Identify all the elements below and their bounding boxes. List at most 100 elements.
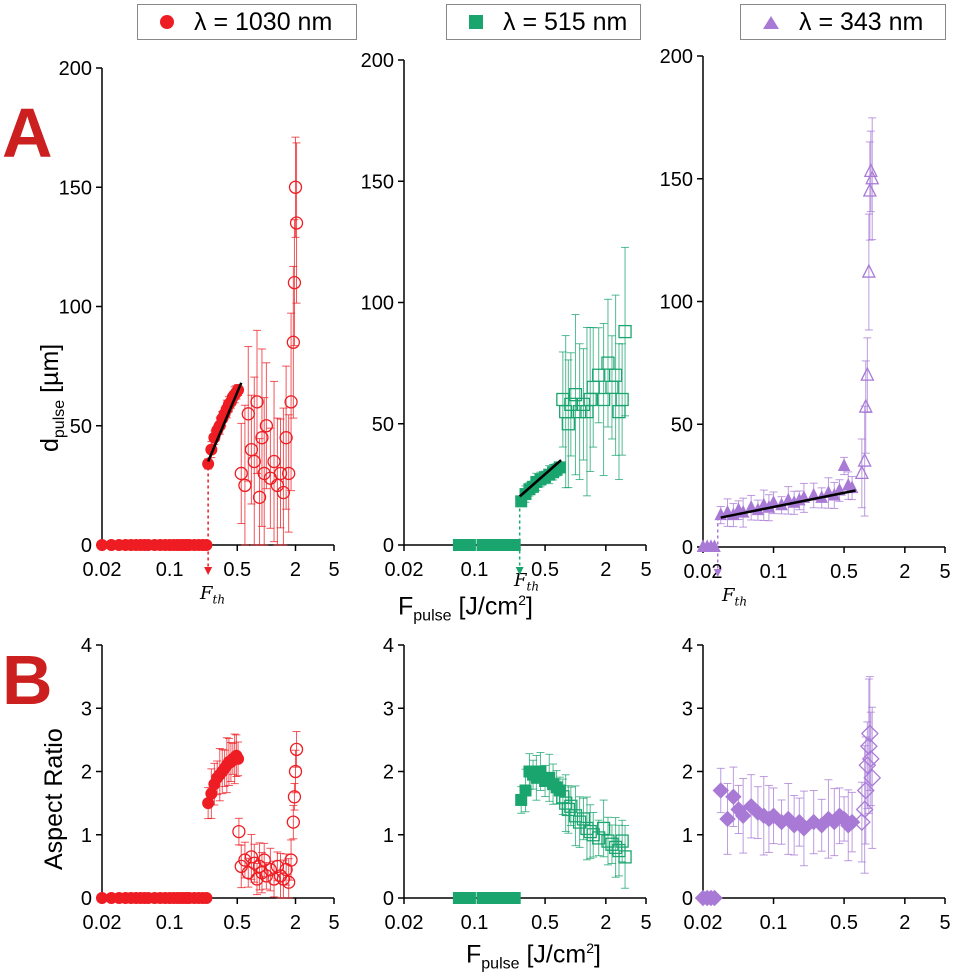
data-point bbox=[200, 892, 213, 904]
fth-label-1030: Fth bbox=[200, 583, 226, 607]
x-tick-label: 5 bbox=[640, 912, 651, 934]
panel-label-b: B bbox=[2, 641, 53, 719]
fit-line bbox=[518, 459, 562, 498]
y-tick-label: 0 bbox=[383, 888, 394, 910]
legend-label-1030: λ = 1030 nm bbox=[194, 7, 333, 36]
fth-label-515: Fth bbox=[514, 570, 540, 594]
x-tick-label: 0.1 bbox=[156, 559, 184, 581]
legend-343: λ = 343 nm bbox=[740, 4, 946, 40]
x-tick-label: 0.02 bbox=[385, 559, 424, 581]
x-tick-label: 5 bbox=[939, 912, 950, 934]
x-tick-label: 0.1 bbox=[461, 559, 489, 581]
data-point bbox=[576, 397, 591, 412]
data-point bbox=[837, 458, 851, 471]
data-point bbox=[250, 395, 264, 409]
y-tick-label: 200 bbox=[660, 46, 693, 68]
data-point bbox=[861, 263, 876, 278]
data-point bbox=[232, 824, 246, 839]
y-tick-label: 1 bbox=[81, 825, 92, 847]
data-point bbox=[279, 431, 293, 445]
data-point bbox=[519, 784, 532, 797]
legend-label-343: λ = 343 nm bbox=[799, 7, 924, 36]
x-tick-label: 0.5 bbox=[830, 561, 858, 583]
data-point bbox=[865, 170, 880, 185]
data-point bbox=[287, 275, 302, 290]
y-tick-label: 2 bbox=[81, 762, 92, 784]
y-tick-label: 1 bbox=[383, 825, 394, 847]
data-point bbox=[615, 392, 629, 407]
data-point bbox=[863, 162, 878, 178]
data-point bbox=[857, 452, 872, 467]
data-point bbox=[615, 834, 629, 848]
x-tick-label: 5 bbox=[640, 559, 651, 581]
data-point bbox=[276, 485, 291, 500]
y-tick-label: 100 bbox=[361, 293, 394, 315]
y-tick-label: 150 bbox=[361, 171, 394, 193]
data-point bbox=[601, 356, 615, 370]
data-point bbox=[252, 490, 267, 504]
data-point bbox=[572, 404, 587, 419]
x-tick-label: 2 bbox=[600, 559, 611, 581]
data-point bbox=[259, 419, 274, 433]
x-tick-label: 2 bbox=[600, 912, 611, 934]
data-point bbox=[463, 892, 476, 904]
y-tick-label: 50 bbox=[671, 414, 693, 436]
data-point bbox=[282, 875, 296, 889]
x-axis-title-a: Fpulse [J/cm2] bbox=[398, 592, 533, 625]
x-tick-label: 0.5 bbox=[830, 912, 858, 934]
x-tick-label: 0.1 bbox=[156, 912, 184, 934]
threshold-arrow-icon bbox=[713, 569, 722, 577]
legend-515: λ = 515 nm bbox=[446, 4, 641, 40]
data-point bbox=[263, 862, 278, 877]
legend-1030: λ = 1030 nm bbox=[137, 4, 357, 40]
y-tick-label: 150 bbox=[660, 169, 693, 191]
x-axis-title-b: Fpulse [J/cm2] bbox=[466, 940, 601, 973]
data-point bbox=[508, 892, 521, 904]
x-tick-label: 2 bbox=[899, 912, 910, 934]
data-point bbox=[255, 866, 269, 880]
data-point bbox=[288, 180, 303, 194]
y-tick-label: 50 bbox=[372, 414, 394, 436]
data-point bbox=[284, 853, 298, 867]
data-point bbox=[288, 764, 303, 779]
data-point bbox=[592, 368, 606, 382]
data-point bbox=[564, 799, 578, 813]
data-point bbox=[232, 752, 245, 765]
y-tick-label: 0 bbox=[682, 537, 693, 559]
data-point bbox=[284, 395, 298, 409]
x-tick-label: 5 bbox=[328, 912, 339, 934]
y-tick-label: 100 bbox=[59, 297, 92, 319]
legend-label-515: λ = 515 nm bbox=[503, 7, 628, 36]
data-point bbox=[289, 742, 304, 757]
data-point bbox=[862, 182, 877, 197]
x-tick-label: 5 bbox=[328, 559, 339, 581]
data-point bbox=[463, 539, 476, 551]
y-tick-label: 0 bbox=[383, 535, 394, 557]
data-point bbox=[860, 366, 875, 381]
circle-marker-icon bbox=[160, 15, 174, 29]
data-point bbox=[282, 466, 296, 481]
y-tick-label: 2 bbox=[383, 762, 394, 784]
data-point bbox=[234, 466, 248, 481]
x-tick-label: 0.1 bbox=[461, 912, 489, 934]
data-point bbox=[568, 387, 583, 402]
square-marker-icon bbox=[469, 15, 483, 29]
data-point bbox=[706, 889, 723, 907]
y-tick-label: 3 bbox=[383, 698, 394, 720]
y-tick-label: 50 bbox=[70, 416, 92, 438]
data-point bbox=[286, 815, 300, 829]
data-point bbox=[289, 216, 304, 230]
data-point bbox=[596, 821, 611, 836]
data-point bbox=[712, 782, 729, 799]
data-point bbox=[244, 850, 259, 864]
y-tick-label: 200 bbox=[361, 50, 394, 72]
x-tick-label: 5 bbox=[939, 561, 950, 583]
data-point bbox=[576, 812, 591, 826]
y-tick-label: 100 bbox=[660, 292, 693, 314]
threshold-arrow-icon bbox=[515, 567, 524, 575]
data-point bbox=[734, 807, 752, 824]
y-tick-label: 0 bbox=[682, 888, 693, 910]
x-tick-label: 0.5 bbox=[223, 559, 251, 581]
data-point bbox=[287, 790, 302, 804]
